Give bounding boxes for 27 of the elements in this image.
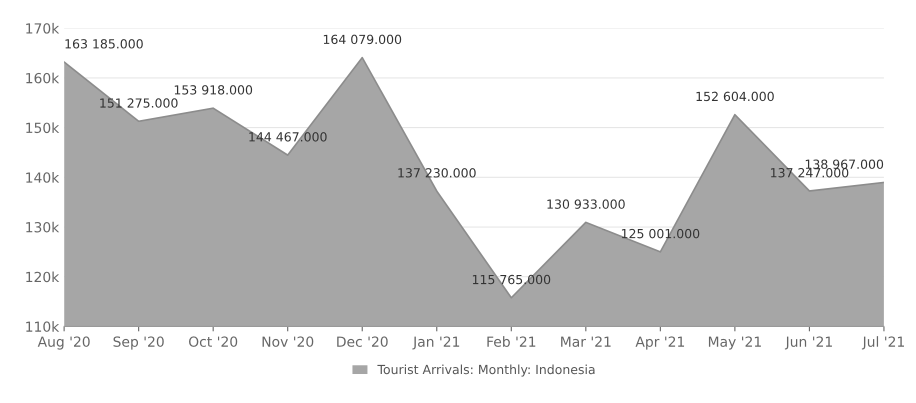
x-tick-label: Apr '21 [635, 336, 684, 350]
x-tick-label: Mar '21 [561, 336, 611, 347]
x-tick-label: May '21 [708, 336, 761, 350]
legend-label: Tourist Arrivals: Monthly: Indonesia [377, 364, 594, 377]
x-tick-label: Nov '20 [262, 336, 314, 347]
data-label: 137 247.000 [771, 168, 848, 178]
y-tick-label: 140k [26, 172, 60, 183]
x-tick-label: Jul '21 [862, 336, 904, 350]
y-tick-label: 120k [26, 271, 60, 282]
data-label: 152 604.000 [696, 92, 774, 102]
y-tick-label: 160k [26, 72, 60, 84]
y-tick-label: 130k [26, 222, 60, 232]
data-label: 138 967.000 [806, 159, 884, 169]
x-tick-label: Sep '20 [114, 336, 164, 350]
data-label: 163 185.000 [65, 39, 143, 49]
x-tick-label: Feb '21 [487, 336, 536, 347]
x-tick-label: Oct '20 [188, 336, 238, 347]
x-tick-label: Jan '21 [412, 336, 460, 350]
y-tick-label: 150k [26, 122, 60, 134]
x-tick-label: Aug '20 [38, 336, 90, 350]
data-label: 130 933.000 [547, 199, 625, 209]
x-tick-label: Jun '21 [784, 336, 832, 350]
y-tick-label: 110k [26, 321, 60, 332]
y-tick-label: 170k [26, 22, 60, 34]
x-tick-label: Dec '20 [337, 336, 388, 347]
data-label: 164 079.000 [324, 34, 402, 44]
data-label: 153 918.000 [174, 85, 252, 95]
